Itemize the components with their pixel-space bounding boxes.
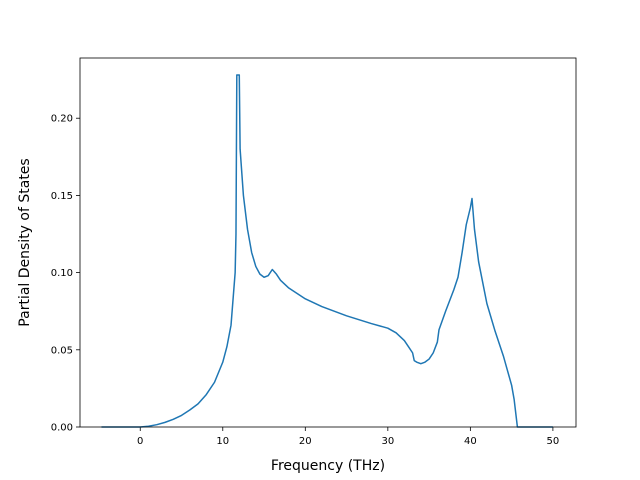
x-tick-label: 50 [547, 436, 560, 447]
y-tick-label: 0.05 [51, 345, 73, 356]
y-tick-label: 0.15 [51, 191, 73, 202]
x-tick-label: 10 [216, 436, 229, 447]
y-tick-label: 0.10 [51, 268, 73, 279]
series-line [101, 74, 553, 428]
x-axis-label: Frequency (THz) [271, 458, 385, 474]
x-tick-label: 30 [381, 436, 394, 447]
x-tick-label: 0 [137, 436, 143, 447]
x-tick-label: 40 [464, 436, 477, 447]
y-axis-label: Partial Density of States [17, 158, 33, 326]
y-ticks: 0.00 0.05 0.10 0.15 0.20 [51, 114, 80, 434]
plot-background [80, 58, 576, 427]
x-tick-label: 20 [299, 436, 312, 447]
y-tick-label: 0.00 [51, 423, 73, 434]
y-tick-label: 0.20 [51, 114, 73, 125]
plot-frame [79, 57, 577, 428]
x-ticks: 0 10 20 30 40 50 [137, 427, 559, 447]
